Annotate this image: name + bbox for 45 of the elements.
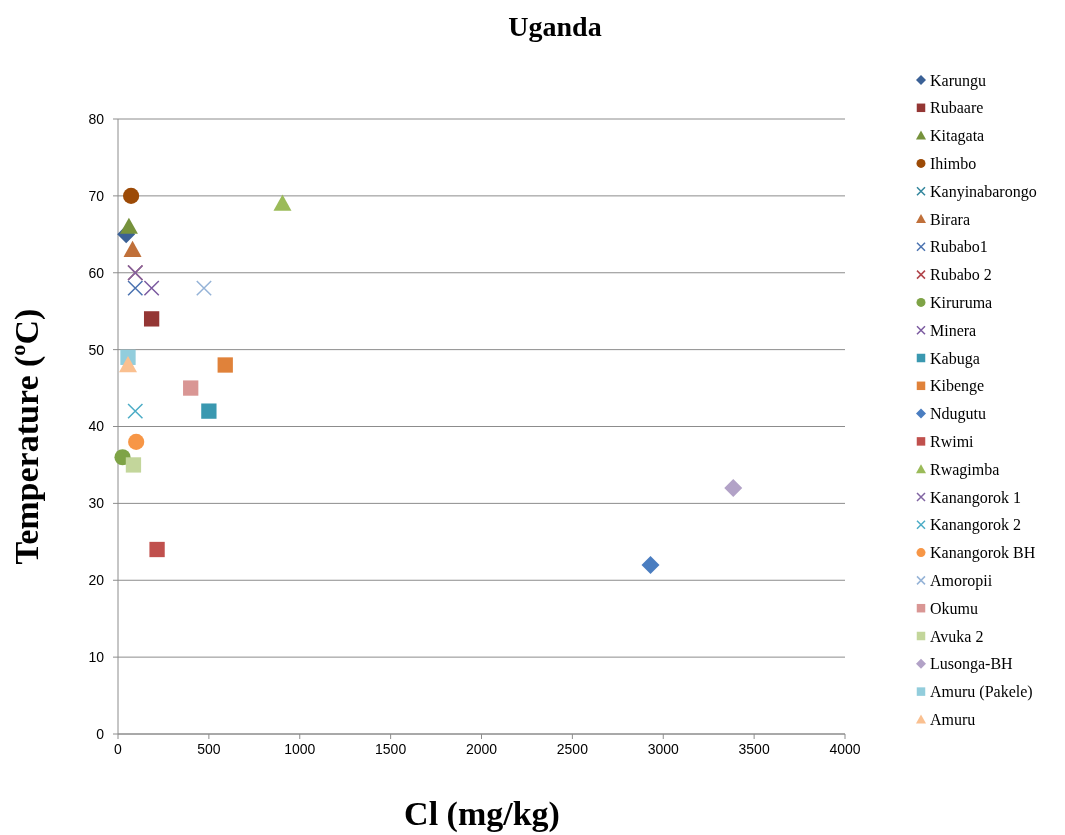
legend-label: Rubabo 2 xyxy=(930,266,992,284)
x-axis-title: Cl (mg/kg) xyxy=(404,795,560,833)
x-tick-label: 2000 xyxy=(465,741,498,757)
y-tick-label: 60 xyxy=(88,264,105,281)
legend-label: Ndugutu xyxy=(930,405,986,424)
y-tick-label: 50 xyxy=(88,341,105,358)
x-tick-label: 2500 xyxy=(556,741,589,757)
legend-label: Lusonga-BH xyxy=(930,655,1014,674)
legend-label: Kanyinabarongo xyxy=(930,182,1037,201)
x-tick-label: 500 xyxy=(197,741,221,757)
legend-label: Rwagimba xyxy=(930,460,1000,479)
chart-title: Uganda xyxy=(508,11,602,42)
y-tick-label: 20 xyxy=(88,572,105,589)
legend-label: Kanangorok BH xyxy=(930,544,1036,563)
y-tick-label: 0 xyxy=(96,725,105,742)
y-axis-title: Temperature (ºC) xyxy=(8,308,46,565)
legend-label: Kanangorok 1 xyxy=(930,488,1022,507)
legend-label: Rwimi xyxy=(930,433,975,450)
legend-label: Kanangorok 2 xyxy=(930,516,1022,535)
legend-label: Amoropii xyxy=(930,572,993,590)
legend-label: Karungu xyxy=(930,71,986,90)
x-tick-label: 1500 xyxy=(375,741,407,757)
y-tick-label: 30 xyxy=(88,495,105,512)
legend-label: Ihimbo xyxy=(930,155,977,172)
legend-label: Birara xyxy=(930,210,970,228)
legend-label: Minera xyxy=(930,321,977,339)
legend-label: Rubabo1 xyxy=(930,238,988,256)
y-tick-label: 10 xyxy=(88,649,105,666)
x-tick-label: 3500 xyxy=(738,741,770,757)
x-tick-label: 3000 xyxy=(647,741,680,757)
legend-label: Amuru xyxy=(930,711,976,728)
y-tick-label: 80 xyxy=(88,110,105,127)
legend-label: Kabuga xyxy=(930,349,980,368)
legend-label: Avuka 2 xyxy=(930,627,984,645)
x-tick-label: 0 xyxy=(114,741,123,757)
legend-label: Rubaare xyxy=(930,99,984,117)
legend-label: Kibenge xyxy=(930,377,985,396)
legend-label: Amuru (Pakele) xyxy=(930,683,1033,702)
x-tick-label: 1000 xyxy=(284,741,316,757)
x-tick-label: 4000 xyxy=(829,741,861,757)
legend-label: Kitagata xyxy=(930,127,985,146)
y-tick-label: 40 xyxy=(88,418,105,435)
y-tick-label: 70 xyxy=(88,187,105,204)
legend-label: Kiruruma xyxy=(930,294,993,311)
legend-label: Okumu xyxy=(930,599,978,617)
